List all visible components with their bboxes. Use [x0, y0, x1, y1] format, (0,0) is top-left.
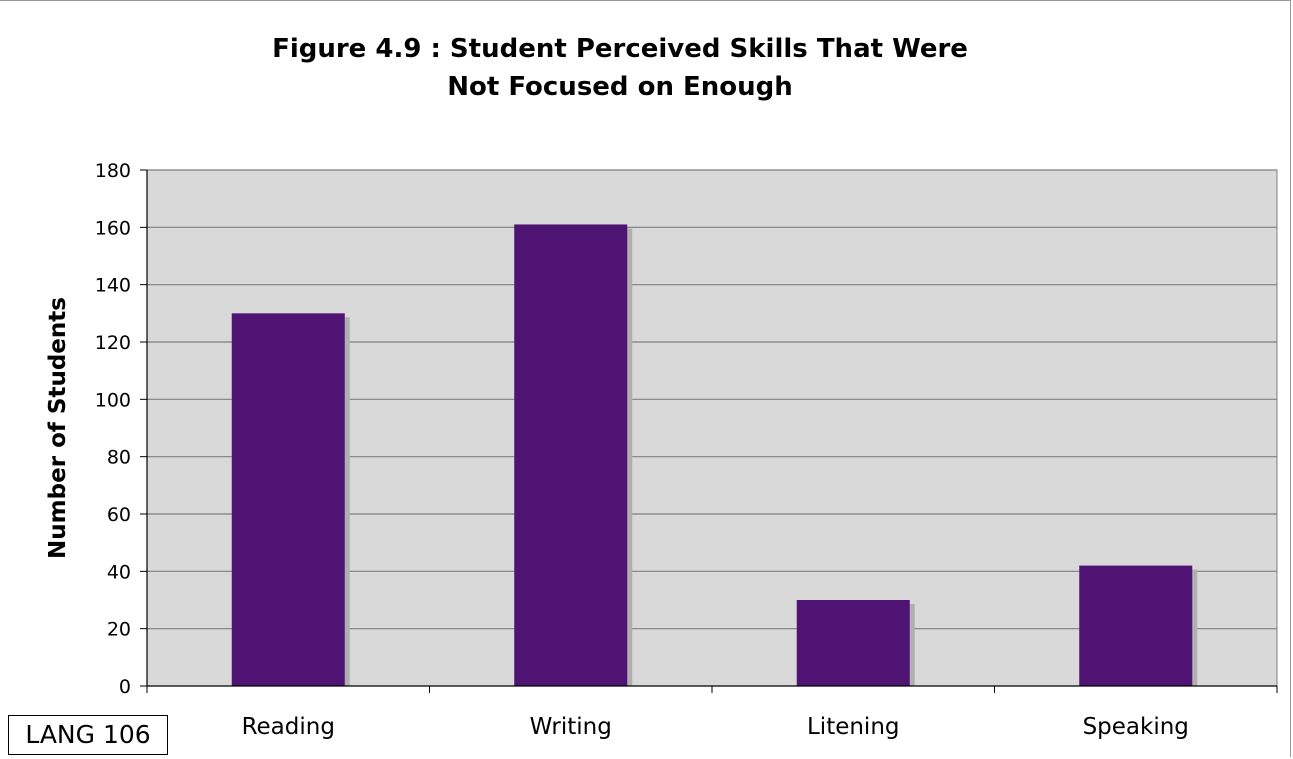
y-tick-label: 0 — [119, 676, 131, 698]
chart-title: Figure 4.9 : Student Perceived Skills Th… — [150, 30, 1090, 106]
chart-title-line-2: Not Focused on Enough — [447, 72, 793, 102]
y-tick-label: 120 — [95, 332, 131, 354]
x-tick-label: Reading — [242, 714, 335, 740]
course-code-label: LANG 106 — [8, 715, 168, 755]
y-tick-label: 100 — [95, 389, 131, 411]
axes — [140, 169, 1278, 693]
y-tick-label: 20 — [107, 619, 131, 641]
x-tick-label: Litening — [807, 714, 900, 740]
x-tick-labels: Reading Writing Litening Speaking — [242, 714, 1189, 740]
chart-title-line-1: Figure 4.9 : Student Perceived Skills Th… — [272, 34, 968, 64]
bar-litening — [796, 600, 910, 686]
x-tick-label: Speaking — [1083, 714, 1189, 740]
y-tick-labels: 0 20 40 60 80 100 120 140 160 180 — [95, 160, 131, 698]
x-tick-label: Writing — [530, 714, 612, 740]
y-tick-label: 60 — [107, 504, 131, 526]
y-axis-label: Number of Students — [45, 297, 71, 559]
bar-reading — [231, 313, 345, 686]
bars — [231, 224, 1198, 686]
y-tick-label: 40 — [107, 561, 131, 583]
y-tick-label: 140 — [95, 275, 131, 297]
bar-speaking — [1079, 565, 1193, 686]
bar-writing — [514, 224, 628, 686]
y-tick-label: 180 — [95, 160, 131, 182]
y-tick-label: 160 — [95, 217, 131, 239]
y-tick-label: 80 — [107, 447, 131, 469]
